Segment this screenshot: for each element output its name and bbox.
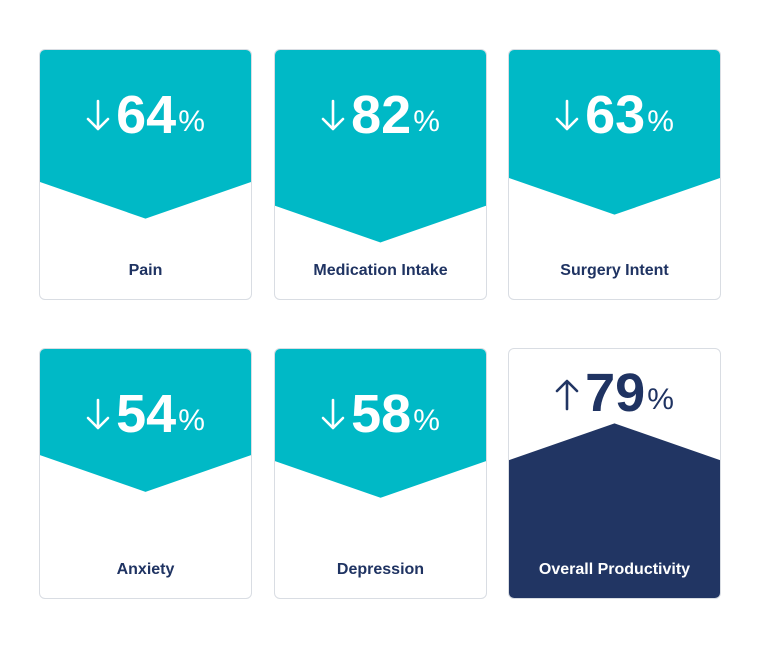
stat-value: 79 <box>585 363 646 423</box>
stat-value: 54 <box>116 384 177 444</box>
arrow-down-icon <box>86 398 110 430</box>
stat-card-surgery-intent: 63 % Surgery Intent <box>508 49 721 300</box>
stat-value: 64 <box>116 85 177 145</box>
arrow-up-icon <box>555 379 579 411</box>
stat-value-group: 79 % <box>509 366 720 420</box>
teal-chevron-banner <box>275 349 486 498</box>
stat-label: Pain <box>128 262 163 279</box>
stat-card-depression: 58 % Depression <box>274 348 487 599</box>
stat-unit: % <box>647 383 674 416</box>
stat-value: 82 <box>351 85 412 145</box>
teal-chevron-banner <box>40 50 251 219</box>
stat-value-group: 54 % <box>40 387 251 441</box>
stat-label: Surgery Intent <box>560 262 669 279</box>
stat-label: Depression <box>336 561 425 578</box>
stat-unit: % <box>413 404 440 437</box>
arrow-down-icon <box>555 99 579 131</box>
stat-label: Anxiety <box>116 561 175 578</box>
stat-unit: % <box>647 105 674 138</box>
stat-label: Medication Intake <box>313 262 448 279</box>
stat-card-anxiety: 54 % Anxiety <box>39 348 252 599</box>
stat-value: 58 <box>351 384 412 444</box>
stat-value-group: 64 % <box>40 88 251 142</box>
stat-card-overall-productivity: 79 % Overall Productivity <box>508 348 721 599</box>
arrow-down-icon <box>86 99 110 131</box>
stat-value-group: 63 % <box>509 88 720 142</box>
stat-value-group: 82 % <box>275 88 486 142</box>
stat-card-medication-intake: 82 % Medication Intake <box>274 49 487 300</box>
stat-value-group: 58 % <box>275 387 486 441</box>
stat-card-pain: 64 % Pain <box>39 49 252 300</box>
stat-unit: % <box>178 404 205 437</box>
arrow-down-icon <box>321 398 345 430</box>
stat-label: Overall Productivity <box>538 561 691 578</box>
stat-unit: % <box>178 105 205 138</box>
navy-chevron-banner <box>509 423 720 598</box>
arrow-down-icon <box>321 99 345 131</box>
teal-chevron-banner <box>509 50 720 215</box>
teal-chevron-banner <box>40 349 251 492</box>
stat-value: 63 <box>585 85 646 145</box>
teal-chevron-banner <box>275 50 486 243</box>
stat-unit: % <box>413 105 440 138</box>
